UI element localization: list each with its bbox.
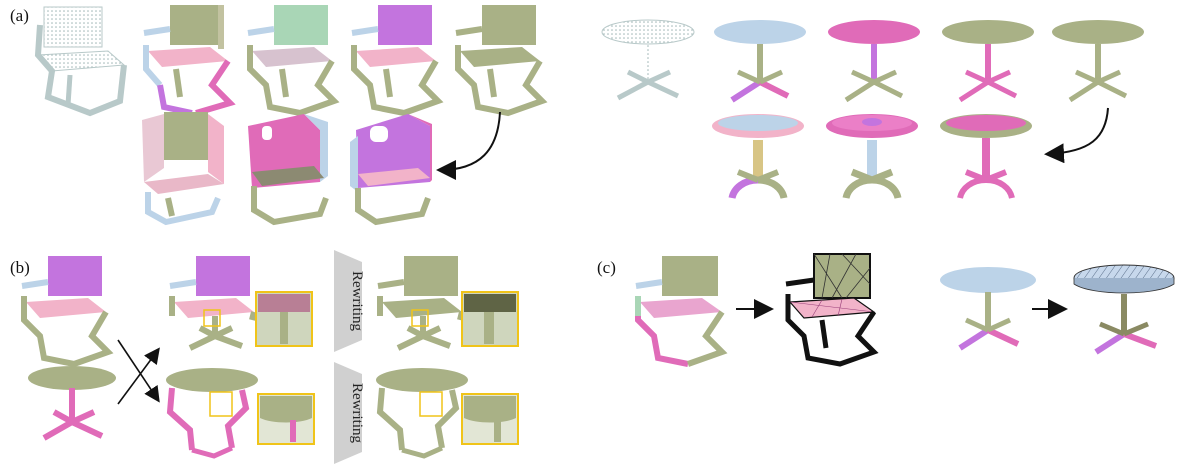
chair-olive	[455, 5, 548, 117]
arrow-a-chairs	[436, 111, 501, 180]
chair-swapped	[169, 256, 257, 351]
panel-label-a: (a)	[10, 6, 29, 25]
rewriting-block-top: Rewriting	[334, 250, 365, 352]
pedestal-table-1	[712, 114, 804, 199]
chair-segmented-1	[143, 5, 236, 116]
chair-pointcloud	[34, 6, 127, 117]
table-olive	[1052, 20, 1144, 103]
table-segmented-c	[940, 267, 1036, 351]
pedestal-table-3	[940, 114, 1032, 199]
armchair-1	[142, 112, 224, 226]
chair-rewritten	[377, 256, 465, 351]
rewriting-label-top: Rewriting	[349, 271, 365, 331]
table-segmented-3	[942, 20, 1034, 103]
rewriting-block-bottom: Rewriting	[334, 362, 365, 464]
chair-source-b	[21, 256, 114, 368]
chair-segmented-3	[351, 5, 444, 117]
table-segmented-2	[828, 20, 920, 103]
pedestal-table-2	[826, 114, 918, 199]
zoom-inset-4	[461, 393, 519, 445]
table-pointcloud	[601, 19, 695, 101]
table-segmented-1	[714, 20, 806, 103]
arrow-cross-down	[117, 339, 160, 403]
panel-label-b: (b)	[10, 258, 30, 277]
panel-label-c: (c)	[597, 258, 616, 277]
table-mesh-c	[1073, 264, 1175, 355]
armchair-2	[248, 114, 329, 226]
zoom-inset-3	[257, 393, 315, 445]
arrow-cross-up	[117, 347, 160, 405]
armchair-3	[350, 114, 432, 226]
table-rewritten	[376, 368, 468, 459]
rewriting-label-bottom: Rewriting	[349, 383, 365, 443]
chair-mesh-c	[785, 253, 879, 367]
arrow-a-tables	[1044, 107, 1109, 164]
zoom-inset-2	[461, 291, 519, 347]
chair-segmented-c	[635, 256, 728, 367]
zoom-inset-1	[255, 291, 313, 347]
chair-segmented-2	[247, 5, 340, 117]
table-source-b	[28, 366, 116, 441]
table-swapped	[166, 368, 258, 459]
